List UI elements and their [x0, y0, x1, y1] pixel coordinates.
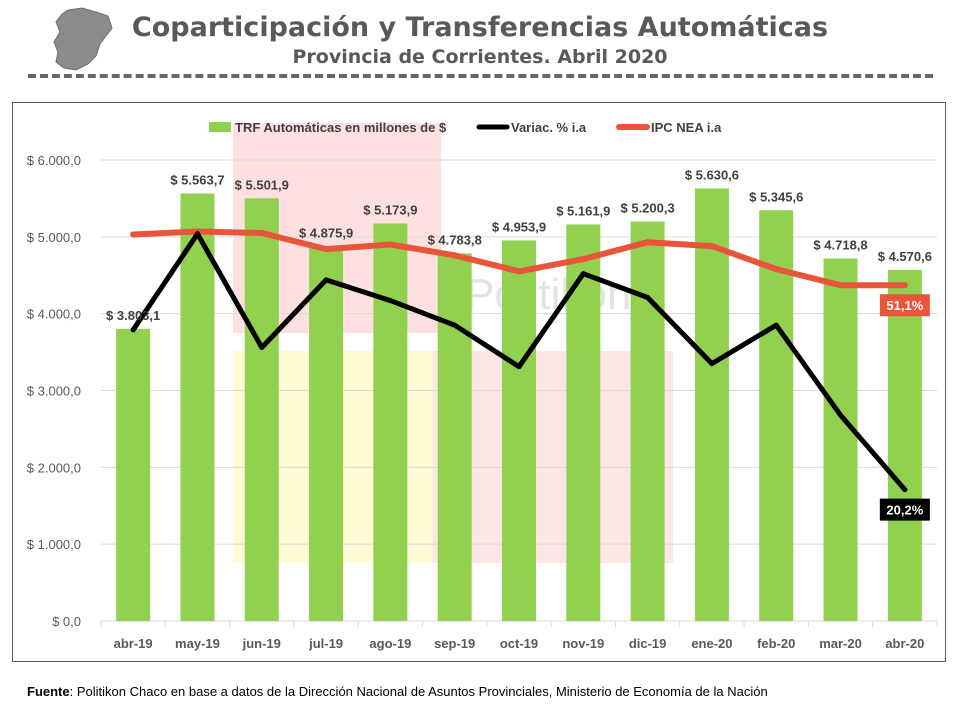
- bar: [309, 246, 344, 621]
- watermark-text: Politikon: [465, 270, 631, 319]
- bar-value-label: $ 5.563,7: [170, 173, 224, 188]
- legend-label-ipc: IPC NEA i.a: [651, 120, 722, 135]
- x-tick-label: feb-20: [757, 636, 795, 651]
- variation-line-point: [838, 412, 844, 418]
- variation-end-label: 20,2%: [886, 503, 923, 518]
- bar: [887, 269, 922, 621]
- ipc-end-label: 51,1%: [886, 298, 923, 313]
- ipc-line-point: [773, 266, 780, 273]
- variation-line-point: [516, 364, 522, 370]
- x-tick-label: mar-20: [819, 636, 862, 651]
- ipc-line-point: [516, 268, 522, 275]
- bar-value-label: $ 4.875,9: [299, 225, 353, 240]
- x-tick-label: jul-19: [308, 636, 343, 651]
- y-tick-label: $ 5.000,0: [27, 230, 81, 245]
- variation-line-point: [194, 231, 200, 237]
- variation-line-point: [387, 298, 393, 304]
- bar-value-label: $ 4.570,6: [878, 249, 932, 264]
- variation-line-point: [580, 271, 586, 277]
- bar: [694, 188, 729, 621]
- chart-frame: Politikon $ 0,0 $ 1.000,0 $ 2.000,0 $ 3.000…: [12, 102, 946, 662]
- x-tick-label: sep-19: [434, 636, 475, 651]
- ipc-line-point: [451, 252, 458, 259]
- variation-line-point: [773, 322, 779, 328]
- label-layer: $ 3.803,1 $ 5.563,7 $ 5.501,9 $ 4.875,9 $ 5.…: [106, 167, 932, 521]
- bar: [630, 221, 665, 622]
- variation-line-point: [323, 277, 329, 283]
- legend-swatch-bars: [209, 122, 231, 132]
- ipc-line-point: [580, 256, 587, 263]
- x-tick-label: nov-19: [562, 636, 604, 651]
- y-tick-label: $ 4.000,0: [27, 307, 81, 322]
- variation-end-label-bg: [879, 498, 930, 521]
- x-tick-label: may-19: [175, 636, 220, 651]
- ipc-line-point: [323, 246, 330, 253]
- bar: [373, 223, 408, 621]
- legend-label-bars: TRF Automáticas en millones de $: [235, 120, 447, 135]
- bar: [116, 328, 151, 621]
- y-tick-label: $ 3.000,0: [27, 384, 81, 399]
- variation-line-point: [645, 295, 651, 301]
- ipc-line-point: [387, 241, 394, 248]
- page-title: Coparticipación y Transferencias Automát…: [131, 12, 829, 43]
- legend-label-variation: Variac. % i.a: [511, 120, 587, 135]
- bar-value-label: $ 5.200,3: [621, 200, 675, 215]
- variation-line-point: [259, 344, 265, 350]
- bar-value-label: $ 3.803,1: [106, 308, 160, 323]
- bar: [566, 224, 601, 621]
- x-tick-label: ene-20: [691, 636, 732, 651]
- y-tick-label: $ 6.000,0: [27, 153, 81, 168]
- variation-line-point: [902, 487, 908, 493]
- bar: [180, 193, 215, 621]
- bar-value-label: $ 4.718,8: [813, 237, 867, 252]
- bar: [759, 210, 794, 621]
- variation-line-point: [130, 327, 136, 333]
- ipc-line-point: [708, 243, 715, 250]
- bar: [437, 253, 472, 621]
- y-tick-label: $ 0,0: [52, 614, 81, 629]
- line-layer: [130, 228, 908, 493]
- ipc-line-point: [837, 282, 844, 289]
- source-text: : Politikon Chaco en base a datos de la …: [69, 684, 768, 699]
- bar-layer: [116, 188, 922, 622]
- bar-value-label: $ 5.630,6: [685, 167, 739, 182]
- bar: [244, 198, 279, 621]
- source-label: Fuente: [27, 684, 70, 699]
- corrientes-map-icon: [53, 7, 113, 71]
- y-tick-label: $ 1.000,0: [27, 537, 81, 552]
- ipc-end-label-bg: [879, 294, 930, 317]
- x-tick-label: jun-19: [242, 636, 281, 651]
- legend: TRF Automáticas en millones de $ Variac. …: [209, 120, 722, 135]
- bar-value-label: $ 4.783,8: [428, 232, 482, 247]
- chart: Politikon $ 0,0 $ 1.000,0 $ 2.000,0 $ 3.000…: [27, 120, 938, 651]
- x-tick-label: abr-19: [114, 636, 153, 651]
- bar-value-label: $ 4.953,9: [492, 219, 546, 234]
- source-note: Fuente: Politikon Chaco en base a datos …: [27, 684, 768, 699]
- ipc-line-point: [130, 231, 137, 238]
- y-tick-label: $ 2.000,0: [27, 460, 81, 475]
- page-subtitle: Provincia de Corrientes. Abril 2020: [292, 46, 668, 68]
- dashed-divider: [28, 74, 933, 78]
- variation-line-point: [709, 361, 715, 367]
- bar-value-label: $ 5.345,6: [749, 189, 803, 204]
- x-tick-label: dic-19: [629, 636, 667, 651]
- x-tick-label: abr-20: [885, 636, 924, 651]
- variation-line-point: [452, 322, 458, 328]
- ipc-line-point: [644, 239, 651, 246]
- bar-value-label: $ 5.161,9: [556, 203, 610, 218]
- ipc-line-point: [901, 282, 908, 289]
- bar: [502, 240, 536, 621]
- ipc-line-point: [258, 229, 265, 236]
- x-tick-label: ago-19: [369, 636, 411, 651]
- bar-value-label: $ 5.501,9: [235, 177, 289, 192]
- bar: [823, 258, 858, 621]
- x-tick-label: oct-19: [500, 636, 538, 651]
- bar-value-label: $ 5.173,9: [363, 202, 417, 217]
